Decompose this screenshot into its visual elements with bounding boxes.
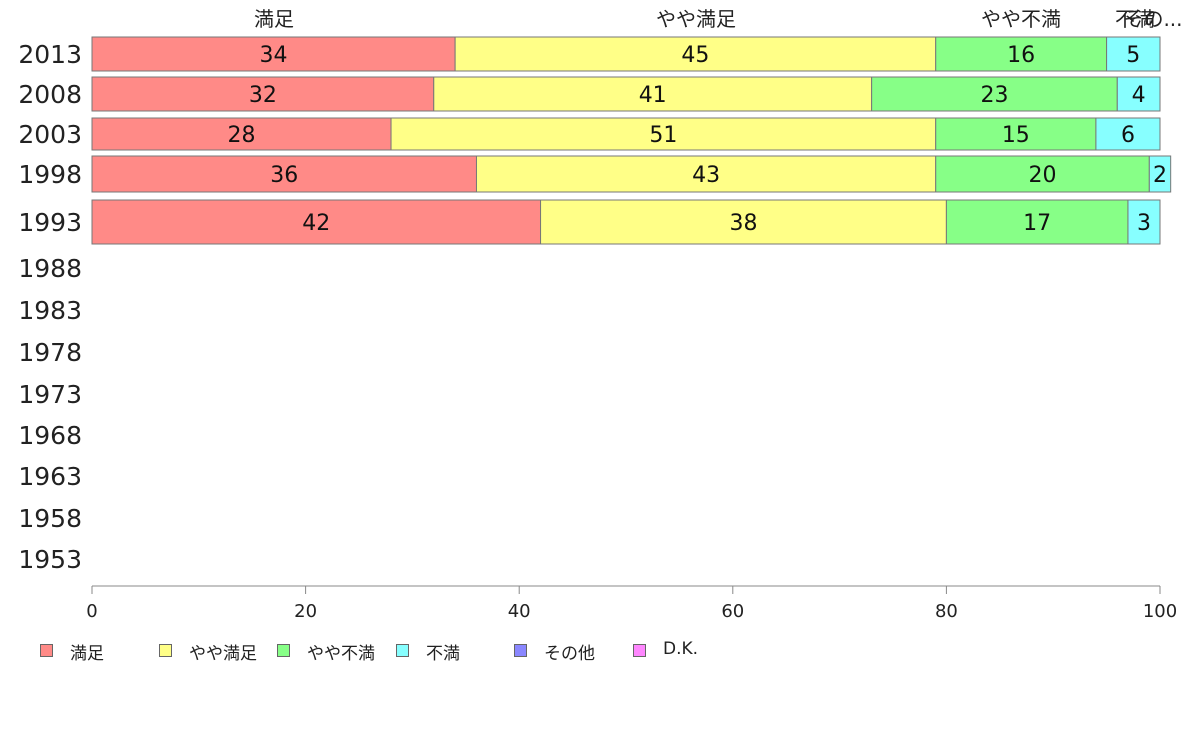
legend-label: やや不満 [307, 644, 375, 664]
legend-swatch-somewhat-satisfied [159, 644, 172, 657]
legend-swatch-dk [633, 644, 646, 657]
bar-segment [1106, 36, 1161, 72]
legend-swatch-dissatisfied [396, 644, 409, 657]
bar-data-label: 23 [980, 83, 1008, 108]
bar-data-label: 36 [270, 163, 298, 188]
x-tick-label: 0 [86, 601, 97, 622]
bar-segment [1148, 155, 1172, 193]
bar-segment [945, 199, 1129, 245]
year-label: 1998 [18, 160, 82, 189]
x-tick-label: 60 [721, 601, 744, 622]
bar-data-label: 15 [1002, 123, 1030, 148]
bar-data-label: 3 [1137, 211, 1151, 236]
year-label: 2003 [18, 120, 82, 149]
bar-data-label: 34 [260, 43, 288, 68]
x-tick-label: 100 [1143, 601, 1177, 622]
year-label: 1978 [18, 338, 82, 367]
bar-segment [1116, 76, 1161, 112]
x-tick-label: 80 [935, 601, 958, 622]
top-series-label: 不満 [1115, 7, 1155, 31]
top-series-label: その... [1123, 7, 1182, 31]
legend-label: 満足 [70, 644, 104, 664]
top-series-label: 満足 [254, 7, 294, 31]
top-series-label: やや不満 [981, 7, 1061, 31]
year-label: 1953 [18, 545, 82, 574]
bar-segment [390, 117, 937, 151]
bar-data-label: 32 [249, 83, 277, 108]
bar-data-label: 20 [1029, 163, 1057, 188]
bar-segment [91, 155, 477, 193]
bar-data-label: 41 [639, 83, 667, 108]
bar-segment [1095, 117, 1161, 151]
bar-data-label: 4 [1132, 83, 1146, 108]
legend-label: D.K. [663, 639, 699, 659]
bar-data-label: 38 [729, 211, 757, 236]
legend-swatch-somewhat-dissatisfied [277, 644, 290, 657]
stacked-bar-chart: 満足 やや満足 やや不満 不満その...20132008200319981993198… [18, 7, 1182, 622]
bar-segment [91, 117, 392, 151]
bar-data-label: 45 [681, 43, 709, 68]
year-label: 1968 [18, 421, 82, 450]
year-label: 1993 [18, 208, 82, 237]
bar-data-label: 5 [1126, 43, 1140, 68]
legend-swatch-other [514, 644, 527, 657]
bar-data-label: 51 [649, 123, 677, 148]
year-label: 1988 [18, 254, 82, 283]
bar-data-label: 17 [1023, 211, 1051, 236]
bar-data-label: 28 [228, 123, 256, 148]
year-label: 1963 [18, 462, 82, 491]
legend: 満足 やや満足 やや不満 不満 その他 D.K. [0, 636, 1188, 666]
bar-segment [91, 36, 456, 72]
bar-segment [454, 36, 937, 72]
bar-segment [433, 76, 873, 112]
x-tick-label: 20 [294, 601, 317, 622]
legend-label: やや満足 [189, 644, 257, 664]
bar-data-label: 43 [692, 163, 720, 188]
bar-segment [1127, 199, 1161, 245]
bar-segment [935, 155, 1150, 193]
bar-data-label: 2 [1153, 163, 1167, 188]
legend-label: その他 [544, 644, 595, 664]
legend-swatch-satisfied [40, 644, 53, 657]
bar-segment [935, 117, 1097, 151]
top-series-label: やや満足 [656, 7, 736, 31]
legend-label: 不満 [426, 644, 460, 664]
bar-segment [540, 199, 947, 245]
year-label: 2013 [18, 40, 82, 69]
year-label: 1973 [18, 380, 82, 409]
bar-segment [91, 76, 435, 112]
bar-segment [475, 155, 937, 193]
bar-data-label: 42 [302, 211, 330, 236]
x-tick-label: 40 [508, 601, 531, 622]
year-label: 1958 [18, 504, 82, 533]
year-label: 1983 [18, 296, 82, 325]
bar-data-label: 16 [1007, 43, 1035, 68]
bar-segment [935, 36, 1108, 72]
year-label: 2008 [18, 80, 82, 109]
bar-data-label: 6 [1121, 123, 1135, 148]
